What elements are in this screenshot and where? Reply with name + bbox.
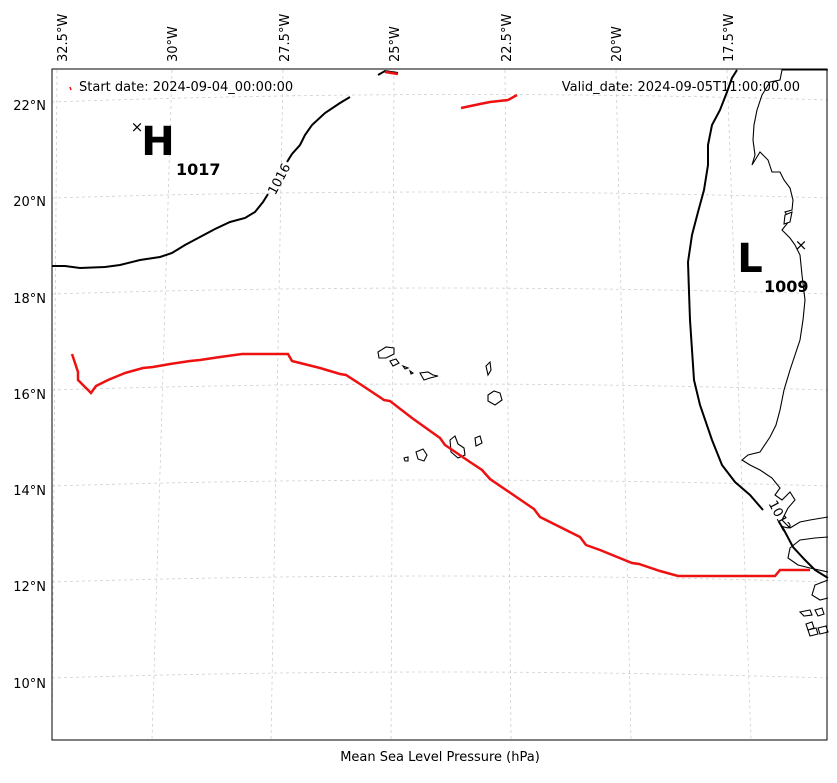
contour-label-1012: 1012 (765, 498, 794, 534)
contour-label-1016: 1016 (266, 161, 295, 197)
latitude-labels: 22°N 20°N 18°N 16°N 14°N 12°N 10°N (13, 99, 46, 692)
lat-label-14n: 14°N (13, 484, 46, 499)
parallel-22n (51, 94, 829, 103)
parallel-12n (51, 575, 829, 583)
low-center-marker: × (795, 236, 808, 254)
track-top-stub (384, 70, 399, 76)
high-value: 1017 (176, 160, 221, 179)
isobar-1016-north (286, 96, 351, 163)
parallel-10n (51, 671, 829, 679)
meridian-25w (390, 69, 395, 741)
island-sal (485, 360, 492, 377)
meridian-32-5w (51, 69, 58, 741)
storm-track (70, 70, 810, 578)
high-center-marker: × (131, 118, 144, 136)
island-santo-antao (377, 346, 395, 359)
track-main (70, 352, 810, 578)
island-santa-luzia (401, 364, 410, 370)
meridian-27-5w (270, 69, 284, 741)
longitude-labels: 32.5°W 30°W 27.5°W 25°W 22.5°W 20°W 17.5… (56, 14, 737, 62)
island-santiago (449, 435, 466, 459)
lon-label-17-5w: 17.5°W (722, 14, 737, 62)
lat-label-10n: 10°N (13, 677, 46, 692)
island-sao-nicolau (419, 371, 439, 381)
legend-start-date: Start date: 2024-09-04_00:00:00 (79, 80, 293, 95)
island-boa-vista (487, 390, 503, 406)
lon-label-20w: 20°W (610, 26, 625, 62)
lon-label-22-5w: 22.5°W (500, 14, 515, 62)
lon-label-30w: 30°W (166, 26, 181, 62)
parallel-20n (51, 191, 829, 199)
parallel-16n (51, 383, 829, 391)
track-top (460, 93, 518, 110)
low-letter: L (737, 236, 763, 282)
high-pressure-center: × H 1017 (131, 118, 221, 179)
legend: Start date: 2024-09-04_00:00:00 Valid_da… (69, 80, 800, 95)
meridian-30w (151, 69, 173, 741)
lat-label-22n: 22°N (13, 99, 46, 114)
graticule (51, 69, 829, 741)
meridian-22-5w (504, 69, 512, 741)
lat-label-16n: 16°N (13, 388, 46, 403)
parallel-18n (51, 287, 829, 295)
island-islet (408, 369, 415, 375)
lat-label-20n: 20°N (13, 195, 46, 210)
high-letter: H (141, 119, 174, 165)
island-fogo (415, 448, 428, 462)
cape-verde-islands (377, 346, 503, 462)
lat-label-12n: 12°N (13, 580, 46, 595)
meridian-20w (615, 69, 632, 741)
meridian-17-5w (726, 69, 752, 741)
legend-valid-date: Valid_date: 2024-09-05T11:00:00.00 (562, 80, 800, 95)
low-value: 1009 (764, 277, 809, 296)
lon-label-25w: 25°W (388, 26, 403, 62)
lon-label-27-5w: 27.5°W (278, 14, 293, 62)
low-pressure-center: × L 1009 (737, 236, 808, 296)
lat-label-18n: 18°N (13, 292, 46, 307)
isobar-1016-west (52, 193, 269, 270)
legend-track-swatch (69, 86, 72, 91)
island-maio (474, 435, 483, 447)
isobar-1012 (686, 69, 764, 511)
lon-label-32-5w: 32.5°W (56, 14, 71, 62)
island-sao-vicente (389, 358, 400, 367)
coastline-africa (741, 69, 829, 637)
map-xlabel: Mean Sea Level Pressure (hPa) (340, 750, 540, 765)
island-brava (403, 456, 409, 462)
parallel-14n (51, 479, 829, 487)
isobars (52, 69, 829, 579)
map-frame (51, 68, 828, 741)
isobar-1012-tail (778, 521, 829, 579)
